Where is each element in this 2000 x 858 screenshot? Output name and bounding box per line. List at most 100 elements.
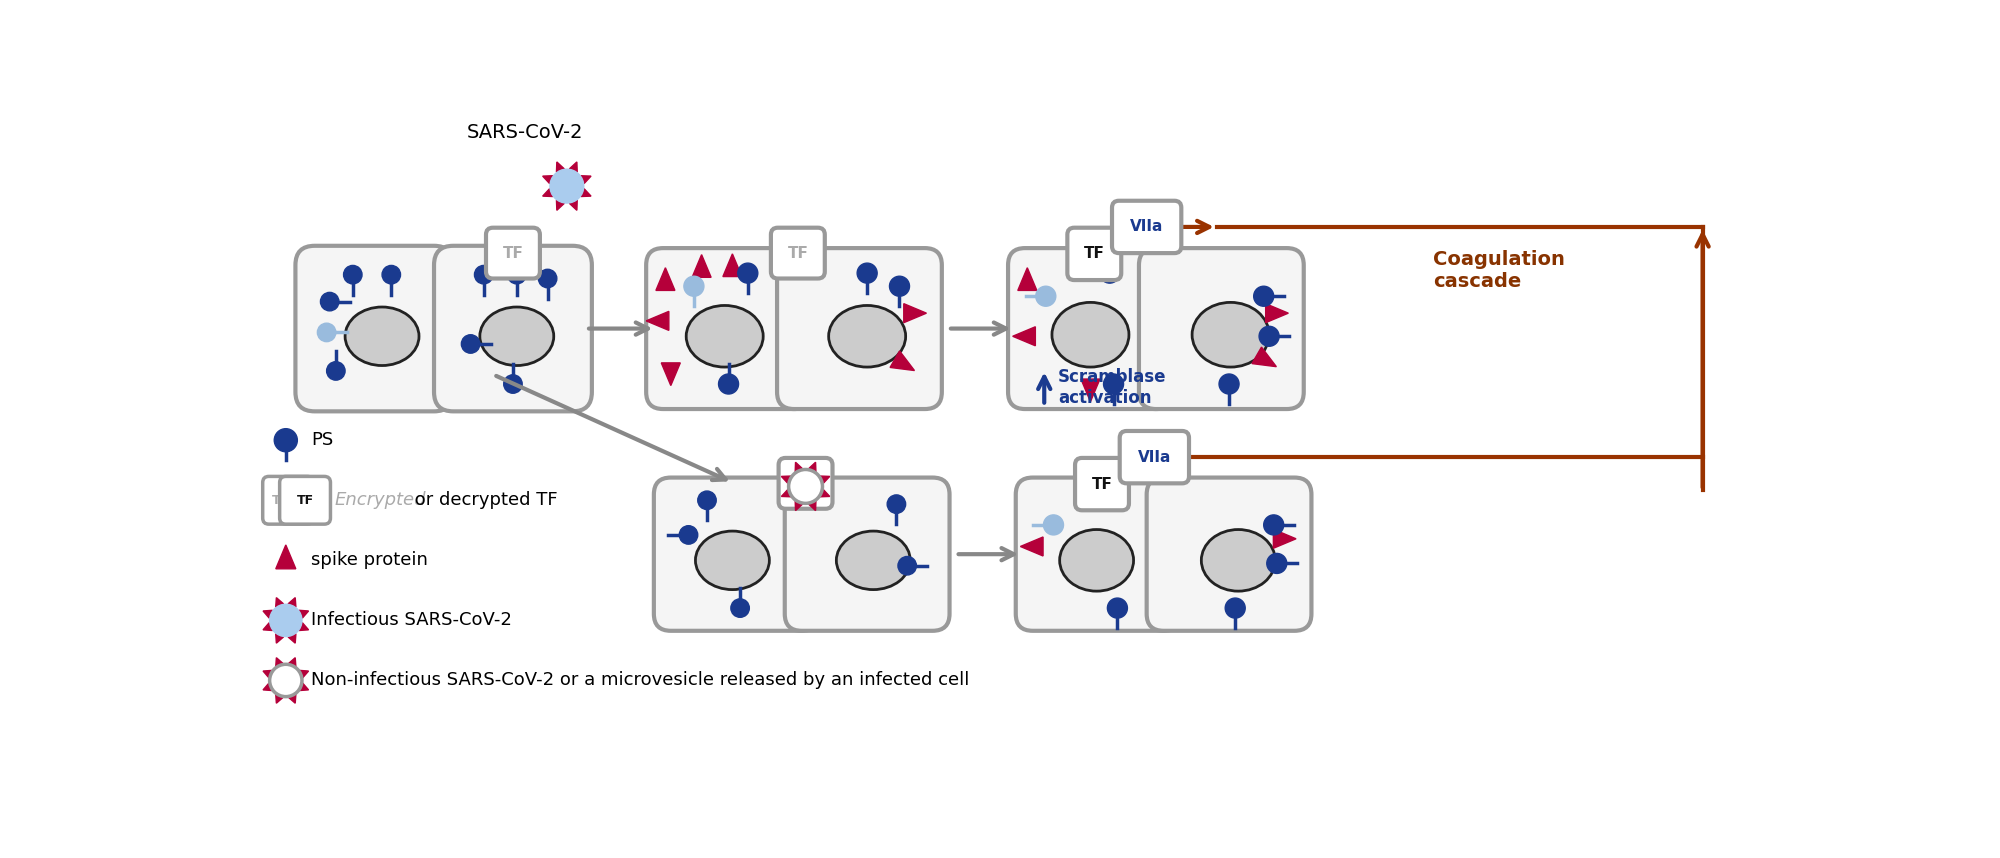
Polygon shape xyxy=(276,545,296,569)
FancyBboxPatch shape xyxy=(1146,478,1312,631)
Circle shape xyxy=(326,362,346,380)
FancyBboxPatch shape xyxy=(296,245,454,411)
Circle shape xyxy=(538,269,556,287)
Polygon shape xyxy=(808,462,816,473)
Circle shape xyxy=(730,599,750,617)
Polygon shape xyxy=(820,489,830,497)
FancyBboxPatch shape xyxy=(1138,248,1304,409)
Polygon shape xyxy=(1018,268,1036,290)
Ellipse shape xyxy=(696,531,770,589)
Text: Non-infectious SARS-CoV-2 or a microvesicle released by an infected cell: Non-infectious SARS-CoV-2 or a microvesi… xyxy=(312,672,970,690)
FancyBboxPatch shape xyxy=(280,476,330,524)
Text: TF: TF xyxy=(788,245,808,261)
Text: Scramblase
activation: Scramblase activation xyxy=(1058,368,1166,408)
Circle shape xyxy=(1220,374,1240,394)
Circle shape xyxy=(508,265,526,284)
Circle shape xyxy=(1036,287,1056,306)
Circle shape xyxy=(888,495,906,513)
Polygon shape xyxy=(796,462,802,473)
Circle shape xyxy=(1226,598,1246,618)
Circle shape xyxy=(858,263,878,283)
FancyBboxPatch shape xyxy=(1068,227,1122,280)
Polygon shape xyxy=(542,176,552,184)
Ellipse shape xyxy=(1060,529,1134,591)
Polygon shape xyxy=(890,351,914,371)
Polygon shape xyxy=(1012,327,1036,346)
Circle shape xyxy=(318,323,336,341)
Polygon shape xyxy=(288,658,296,668)
Polygon shape xyxy=(542,189,552,196)
Polygon shape xyxy=(808,500,816,511)
Text: or decrypted TF: or decrypted TF xyxy=(410,492,558,510)
Circle shape xyxy=(474,265,492,284)
Polygon shape xyxy=(300,670,308,678)
Text: TF: TF xyxy=(502,245,524,261)
Circle shape xyxy=(462,335,480,353)
Circle shape xyxy=(1100,263,1120,283)
Text: TF: TF xyxy=(296,494,314,507)
Polygon shape xyxy=(570,200,578,210)
Polygon shape xyxy=(288,634,296,644)
Circle shape xyxy=(788,469,822,504)
Ellipse shape xyxy=(480,307,554,366)
Ellipse shape xyxy=(836,531,910,589)
Polygon shape xyxy=(782,476,792,484)
Polygon shape xyxy=(656,268,674,290)
FancyBboxPatch shape xyxy=(654,478,818,631)
Text: Coagulation
cascade: Coagulation cascade xyxy=(1434,251,1564,292)
Polygon shape xyxy=(300,683,308,691)
FancyBboxPatch shape xyxy=(646,248,810,409)
Circle shape xyxy=(718,374,738,394)
Circle shape xyxy=(684,276,704,296)
Polygon shape xyxy=(264,610,272,618)
Text: TF: TF xyxy=(1092,476,1112,492)
Circle shape xyxy=(890,276,910,296)
Polygon shape xyxy=(276,634,284,644)
Text: TF: TF xyxy=(272,494,288,507)
FancyBboxPatch shape xyxy=(784,478,950,631)
Circle shape xyxy=(1104,374,1124,394)
Polygon shape xyxy=(796,500,802,511)
Polygon shape xyxy=(300,623,308,631)
FancyBboxPatch shape xyxy=(778,248,942,409)
Circle shape xyxy=(796,476,816,497)
Polygon shape xyxy=(1020,537,1044,556)
Text: Infectious SARS-CoV-2: Infectious SARS-CoV-2 xyxy=(312,612,512,630)
Circle shape xyxy=(320,293,338,311)
FancyBboxPatch shape xyxy=(262,476,314,524)
Polygon shape xyxy=(782,489,792,497)
Polygon shape xyxy=(1252,347,1276,366)
FancyBboxPatch shape xyxy=(1120,431,1190,483)
Text: VIIa: VIIa xyxy=(1138,450,1172,465)
Polygon shape xyxy=(276,598,284,607)
Ellipse shape xyxy=(828,305,906,367)
Circle shape xyxy=(1108,598,1128,618)
Circle shape xyxy=(898,557,916,575)
Polygon shape xyxy=(570,162,578,172)
Polygon shape xyxy=(722,254,742,276)
Polygon shape xyxy=(1266,304,1288,323)
Circle shape xyxy=(504,375,522,393)
Circle shape xyxy=(698,491,716,510)
Polygon shape xyxy=(264,670,272,678)
Ellipse shape xyxy=(1052,302,1128,367)
Circle shape xyxy=(382,265,400,284)
Polygon shape xyxy=(288,598,296,607)
Text: spike protein: spike protein xyxy=(312,552,428,570)
Text: Encrypted: Encrypted xyxy=(334,492,426,510)
Polygon shape xyxy=(288,694,296,704)
Polygon shape xyxy=(276,694,284,704)
Polygon shape xyxy=(646,311,668,330)
Circle shape xyxy=(1260,326,1280,347)
Polygon shape xyxy=(662,363,680,385)
Polygon shape xyxy=(580,189,592,196)
FancyBboxPatch shape xyxy=(770,227,824,279)
FancyBboxPatch shape xyxy=(778,458,832,509)
Ellipse shape xyxy=(686,305,764,367)
Polygon shape xyxy=(264,623,272,631)
Polygon shape xyxy=(820,476,830,484)
Polygon shape xyxy=(264,683,272,691)
Polygon shape xyxy=(580,176,592,184)
Polygon shape xyxy=(692,255,712,277)
Ellipse shape xyxy=(1202,529,1276,591)
